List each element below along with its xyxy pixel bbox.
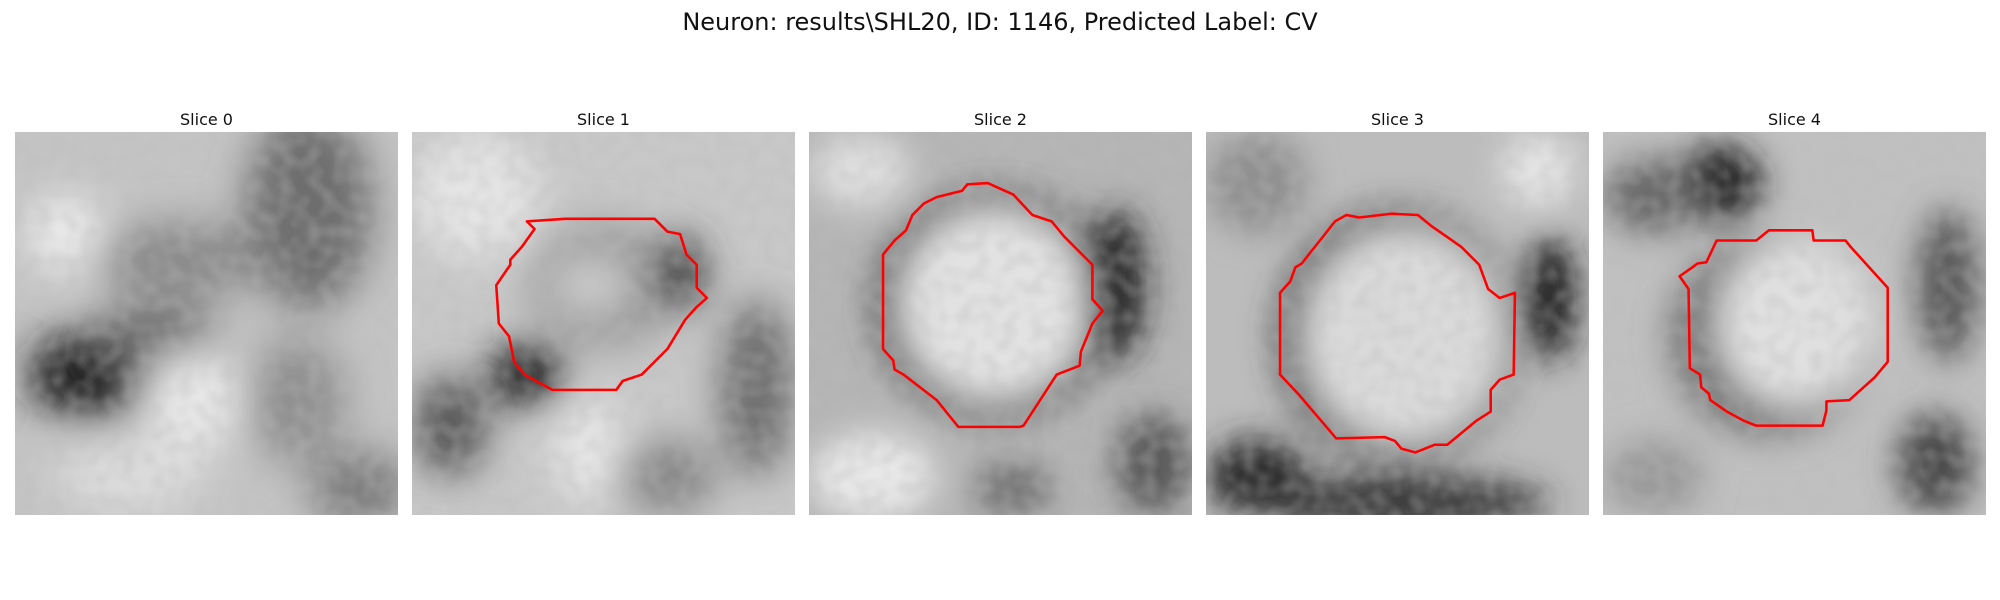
slice-title: Slice 3 (1371, 110, 1424, 129)
slice-panel-2: Slice 2 (809, 108, 1192, 515)
slice-image (412, 132, 795, 515)
slice-panel-0: Slice 0 (15, 108, 398, 515)
contour-outline (1678, 229, 1889, 427)
contour-outline (881, 181, 1104, 429)
contour-outline (494, 217, 709, 392)
slice-panel-1: Slice 1 (412, 108, 795, 515)
slice-image (809, 132, 1192, 515)
slice-panel-3: Slice 3 (1206, 108, 1589, 515)
slice-title: Slice 1 (577, 110, 630, 129)
figure-title: Neuron: results\SHL20, ID: 1146, Predict… (682, 8, 1318, 36)
slice-panel-4: Slice 4 (1603, 108, 1986, 515)
slice-title: Slice 2 (974, 110, 1027, 129)
slice-image (15, 132, 398, 515)
slice-title: Slice 0 (180, 110, 233, 129)
contour-outline (1278, 212, 1517, 454)
slice-image (1603, 132, 1986, 515)
slice-image (1206, 132, 1589, 515)
slice-title: Slice 4 (1768, 110, 1821, 129)
